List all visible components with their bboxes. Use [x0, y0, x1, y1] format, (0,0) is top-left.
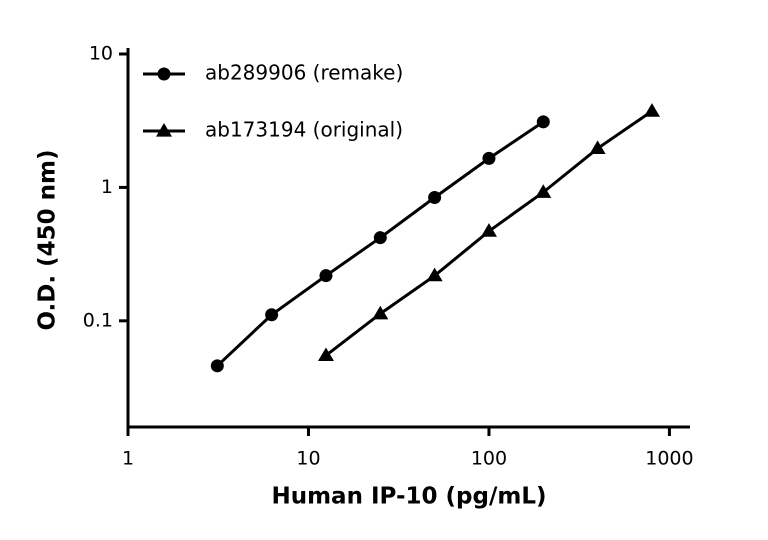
marker — [480, 223, 497, 237]
x-tick-label: 1 — [122, 448, 134, 470]
marker — [589, 140, 606, 155]
legend-marker — [156, 123, 172, 137]
x-axis-title: Human IP-10 (pg/mL) — [271, 484, 546, 510]
marker — [319, 269, 333, 283]
x-tick-label: 100 — [471, 448, 507, 470]
y-tick-label: 1 — [101, 176, 113, 198]
legend-marker — [157, 67, 171, 81]
y-tick-label: 10 — [89, 43, 113, 65]
x-tick-label: 1000 — [645, 448, 693, 470]
y-tick-label: 0.1 — [83, 309, 113, 331]
marker — [643, 103, 660, 117]
legend-label: ab173194 (original) — [205, 118, 403, 142]
marker — [372, 305, 389, 320]
marker — [428, 191, 442, 205]
marker — [210, 359, 224, 373]
x-tick-label: 10 — [296, 448, 320, 470]
legend-label: ab289906 (remake) — [205, 61, 403, 85]
marker — [426, 267, 443, 282]
marker — [536, 115, 550, 129]
marker — [535, 184, 552, 198]
marker — [373, 231, 387, 245]
marker — [317, 347, 334, 362]
marker — [482, 151, 496, 165]
marker — [265, 308, 279, 322]
y-axis-title: O.D. (450 nm) — [35, 149, 61, 330]
